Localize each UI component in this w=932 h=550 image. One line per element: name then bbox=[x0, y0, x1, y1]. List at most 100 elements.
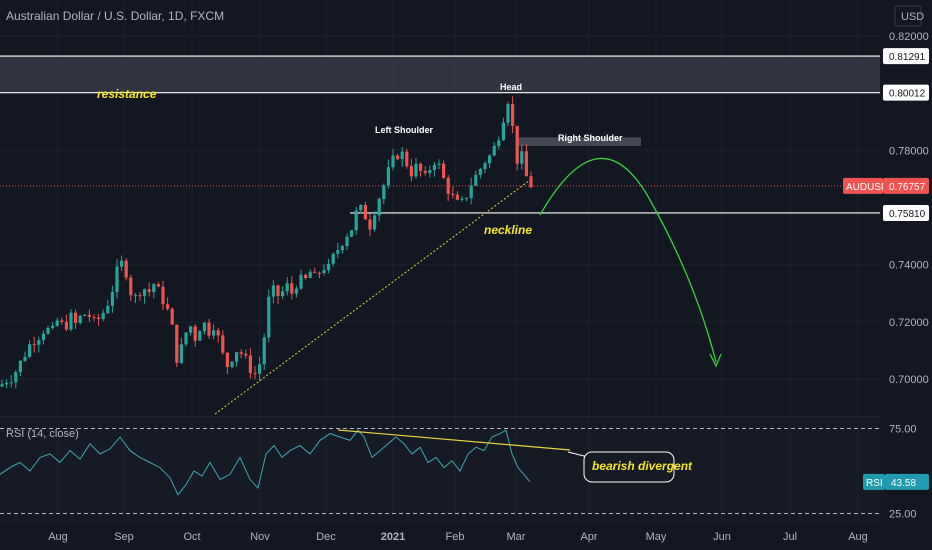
candle-body bbox=[46, 327, 50, 334]
candle-body bbox=[511, 104, 515, 126]
candle-body bbox=[170, 308, 174, 325]
x-tick-label: Mar bbox=[507, 531, 526, 543]
candle-body bbox=[230, 361, 234, 367]
candle-body bbox=[345, 236, 349, 247]
candle-body bbox=[271, 285, 275, 297]
candle-body bbox=[455, 194, 459, 200]
candle-body bbox=[147, 289, 151, 292]
candle-body bbox=[258, 364, 262, 374]
candle-body bbox=[483, 163, 487, 170]
candle-body bbox=[156, 284, 160, 287]
chart-title: Australian Dollar / U.S. Dollar, 1D, FXC… bbox=[6, 9, 224, 23]
candle-body bbox=[239, 352, 243, 354]
rsi-label: RSI (14, close) bbox=[6, 428, 79, 440]
resistance-label: resistance bbox=[97, 87, 157, 101]
candle-body bbox=[340, 246, 344, 250]
x-tick-label: Nov bbox=[250, 531, 270, 543]
candle-body bbox=[207, 322, 211, 336]
candle-body bbox=[152, 284, 156, 292]
candle-body bbox=[520, 151, 524, 164]
candle-body bbox=[64, 321, 68, 330]
rsi-pane bbox=[0, 420, 880, 522]
candle-body bbox=[308, 271, 312, 279]
trend-line bbox=[214, 179, 531, 415]
candle-body bbox=[110, 292, 114, 306]
price-label-box bbox=[883, 48, 929, 65]
candle-body bbox=[304, 274, 308, 279]
candle-body bbox=[492, 145, 496, 156]
candle-body bbox=[442, 163, 446, 179]
price-label-text: 0.75810 bbox=[889, 209, 926, 220]
candle-body bbox=[322, 270, 326, 273]
candle-body bbox=[78, 315, 82, 323]
candle-body bbox=[409, 166, 413, 177]
candle-body bbox=[262, 337, 266, 365]
candle-body bbox=[83, 314, 87, 316]
projection-arc bbox=[539, 158, 717, 363]
candle-body bbox=[373, 215, 377, 230]
candle-body bbox=[32, 344, 36, 346]
price-label-box bbox=[883, 204, 929, 221]
symbol-badge bbox=[843, 177, 883, 194]
candle-body bbox=[41, 333, 45, 341]
price-tick-label: 0.70000 bbox=[889, 374, 929, 386]
candle-body bbox=[235, 352, 239, 362]
candle-body bbox=[515, 125, 519, 164]
candle-body bbox=[143, 289, 147, 296]
candle-body bbox=[5, 382, 9, 385]
candle-body bbox=[460, 198, 464, 200]
candle-body bbox=[428, 170, 432, 173]
candle-body bbox=[437, 163, 441, 165]
candle-body bbox=[368, 219, 372, 230]
candle-body bbox=[106, 305, 110, 313]
candle-body bbox=[161, 286, 165, 305]
candle-body bbox=[101, 312, 105, 320]
x-tick-label: Jun bbox=[713, 531, 731, 543]
candle-body bbox=[28, 344, 32, 357]
candle-body bbox=[419, 163, 423, 171]
candle-body bbox=[488, 155, 492, 164]
price-tick-label: 0.72000 bbox=[889, 317, 929, 329]
candle-body bbox=[386, 167, 390, 186]
candle-body bbox=[189, 326, 193, 333]
candle-body bbox=[69, 312, 73, 330]
price-tick-label: 0.82000 bbox=[889, 31, 929, 43]
currency-label: USD bbox=[901, 11, 924, 23]
price-tick-label: 0.74000 bbox=[889, 260, 929, 272]
right-shoulder-label: Right Shoulder bbox=[558, 133, 623, 143]
x-tick-label: May bbox=[646, 531, 667, 543]
candle-body bbox=[382, 185, 386, 200]
candle-body bbox=[497, 140, 501, 146]
candle-body bbox=[74, 312, 78, 323]
current-price-box bbox=[883, 177, 929, 194]
x-tick-label: 2021 bbox=[381, 531, 405, 543]
candle-body bbox=[276, 285, 280, 297]
candle-body bbox=[87, 314, 91, 317]
candle-body bbox=[166, 304, 170, 309]
candle-body bbox=[202, 322, 206, 332]
x-tick-label: Aug bbox=[848, 531, 868, 543]
price-tick-label: 0.78000 bbox=[889, 145, 929, 157]
candle-body bbox=[465, 197, 469, 199]
candle-body bbox=[317, 272, 321, 274]
candle-body bbox=[198, 331, 202, 341]
left-shoulder-label: Left Shoulder bbox=[375, 125, 433, 135]
candle-body bbox=[212, 330, 216, 336]
candle-body bbox=[474, 174, 478, 186]
candle-body bbox=[138, 295, 142, 297]
candle-body bbox=[248, 355, 252, 374]
candle-body bbox=[432, 164, 436, 171]
candle-body bbox=[350, 230, 354, 237]
candle-body bbox=[60, 320, 64, 322]
candle-body bbox=[221, 335, 225, 353]
candle-body bbox=[23, 356, 27, 361]
rsi-symbol-text: RSI bbox=[866, 478, 883, 489]
candle-body bbox=[55, 320, 59, 326]
candle-body bbox=[299, 274, 303, 289]
candle-body bbox=[18, 360, 22, 373]
x-tick-label: Apr bbox=[580, 531, 597, 543]
rsi-tick-label: 75.00 bbox=[889, 424, 917, 436]
candle-body bbox=[133, 295, 137, 297]
candle-body bbox=[124, 260, 128, 278]
